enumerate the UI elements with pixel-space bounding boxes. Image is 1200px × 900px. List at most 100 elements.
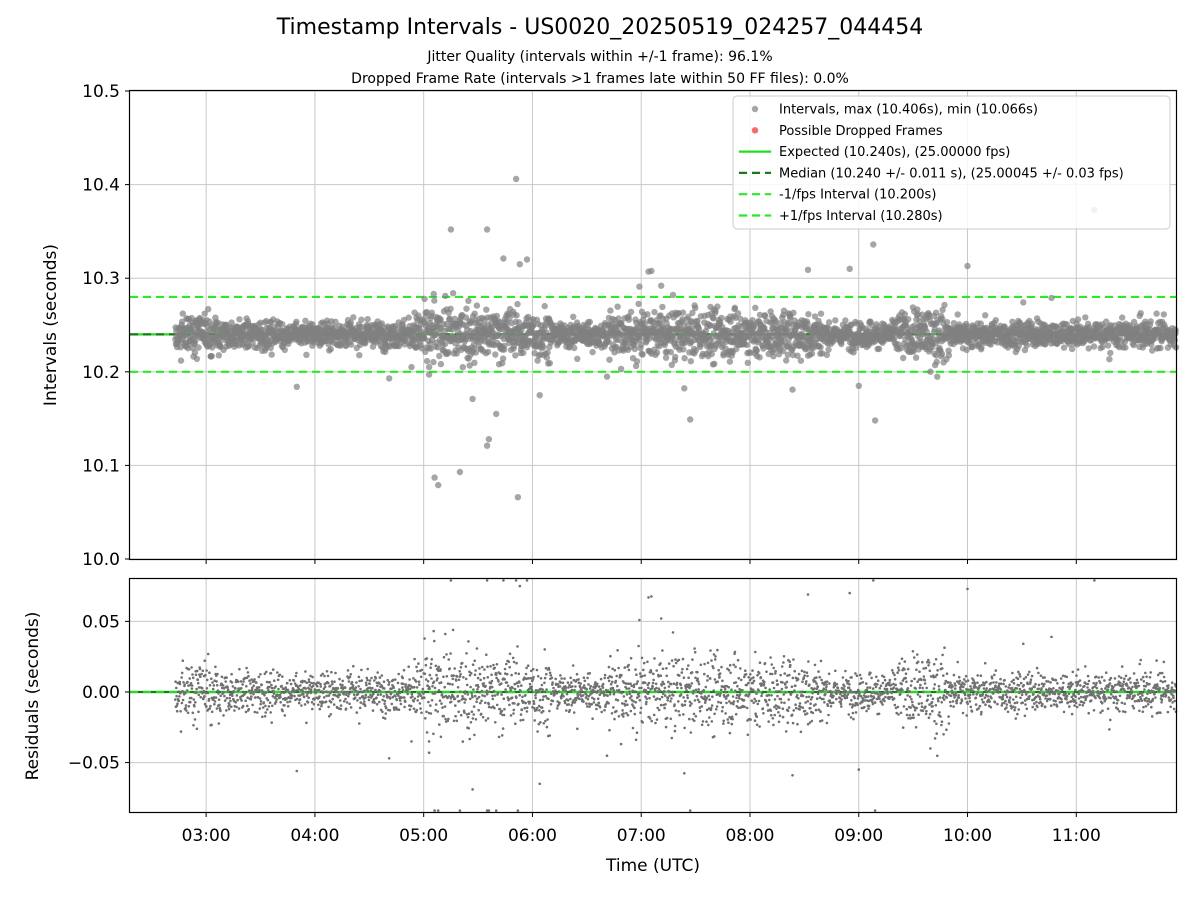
residual-point: [210, 677, 213, 680]
residual-point: [690, 682, 694, 685]
residual-point: [302, 692, 305, 696]
interval-point: [692, 304, 699, 312]
residual-point: [620, 673, 623, 677]
residual-point: [371, 686, 374, 690]
interval-point: [658, 282, 665, 289]
residual-point: [540, 683, 544, 687]
residual-point: [360, 679, 364, 682]
interval-point: [465, 297, 472, 304]
interval-point: [279, 321, 286, 328]
residual-point: [265, 670, 268, 674]
residual-point: [228, 703, 231, 706]
residual-point: [205, 669, 208, 672]
residual-point: [588, 687, 592, 690]
residual-point: [462, 676, 465, 679]
residual-point: [394, 695, 397, 698]
interval-point: [501, 342, 508, 349]
residual-point: [222, 714, 225, 717]
interval-point: [436, 352, 443, 360]
residual-point: [596, 697, 600, 700]
interval-point: [513, 312, 520, 319]
residual-point: [452, 719, 456, 723]
residual-point: [482, 682, 486, 685]
residual-point: [484, 701, 487, 705]
residual-point: [427, 700, 430, 704]
residual-point: [208, 684, 212, 687]
residual-point: [225, 709, 228, 712]
residual-point: [319, 685, 323, 688]
residual-point: [458, 699, 461, 703]
interval-point: [645, 268, 652, 275]
residual-point: [283, 714, 287, 717]
residual-point: [452, 674, 456, 677]
residual-point: [229, 699, 232, 703]
residual-point: [234, 700, 237, 704]
interval-point: [347, 319, 354, 326]
residual-point: [432, 732, 435, 736]
residual-point: [652, 672, 655, 676]
residual-point: [573, 701, 577, 704]
residual-point: [640, 686, 643, 690]
residual-point: [347, 694, 350, 698]
residual-point: [454, 704, 457, 707]
residual-point: [418, 683, 421, 686]
residual-point: [570, 703, 573, 707]
residual-point: [253, 710, 257, 714]
residual-point: [274, 700, 278, 703]
residual-point: [236, 680, 240, 683]
residual-point: [320, 704, 323, 708]
residual-point: [666, 699, 669, 702]
residual-point: [505, 690, 508, 694]
residual-point: [318, 695, 321, 698]
residual-point: [559, 674, 562, 677]
residual-point: [469, 697, 472, 701]
residual-point: [210, 710, 214, 714]
residual-point: [627, 668, 631, 672]
interval-point: [1082, 314, 1089, 321]
residual-point: [646, 692, 650, 696]
interval-point: [687, 416, 694, 423]
residual-point: [474, 694, 477, 698]
residual-point: [470, 692, 473, 695]
residual-point: [195, 669, 199, 673]
residual-point: [638, 672, 642, 675]
residual-point: [554, 689, 557, 692]
interval-point: [423, 357, 431, 365]
residual-point: [566, 681, 570, 684]
residual-point: [501, 727, 505, 730]
residual-point: [532, 702, 536, 705]
residual-point: [473, 673, 477, 677]
interval-point: [672, 353, 679, 361]
residual-point: [487, 702, 491, 706]
residual-point: [549, 703, 553, 706]
residual-point: [588, 705, 591, 708]
residual-point: [561, 681, 565, 685]
residual-point: [244, 710, 248, 714]
interval-point: [1119, 314, 1126, 321]
interval-point: [808, 350, 816, 357]
residual-point: [220, 675, 224, 679]
residual-point: [259, 700, 263, 703]
residual-point: [625, 687, 628, 690]
residual-point: [634, 701, 638, 704]
residual-point: [351, 684, 355, 687]
residual-point: [325, 694, 329, 698]
residual-point: [323, 685, 327, 689]
residual-point: [439, 735, 443, 739]
residual-point: [178, 682, 182, 686]
residual-point: [518, 694, 521, 697]
residual-point: [637, 691, 641, 695]
residual-point: [409, 704, 413, 708]
interval-point: [435, 481, 442, 489]
interval-point: [639, 351, 646, 358]
residual-point: [264, 691, 268, 694]
residual-point: [439, 668, 442, 671]
residual-point: [413, 685, 416, 689]
residual-point: [403, 696, 406, 699]
residual-point: [698, 700, 701, 704]
residual-point: [193, 705, 196, 708]
residual-point: [192, 724, 195, 727]
residual-point: [205, 678, 209, 682]
residual-point: [551, 690, 555, 693]
residual-point: [668, 690, 672, 694]
